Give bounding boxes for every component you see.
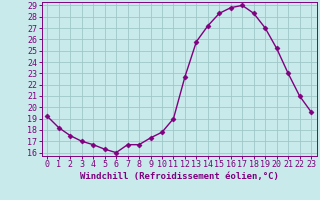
X-axis label: Windchill (Refroidissement éolien,°C): Windchill (Refroidissement éolien,°C) [80, 172, 279, 181]
